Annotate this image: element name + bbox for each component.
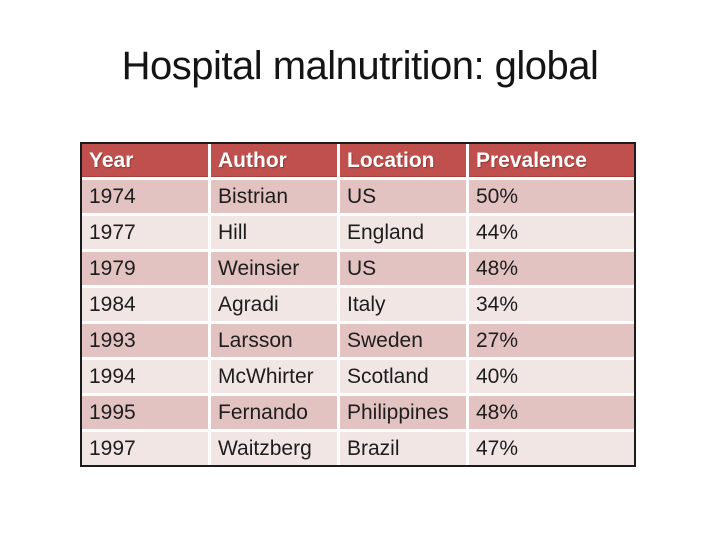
- table-cell-prevalence: 48%: [469, 396, 634, 429]
- table-cell-author: Weinsier: [211, 252, 337, 285]
- table-cell-year: 1984: [82, 288, 208, 321]
- column-header-prevalence: Prevalence: [469, 144, 634, 177]
- table-cell-author: McWhirter: [211, 360, 337, 393]
- table-cell-prevalence: 44%: [469, 216, 634, 249]
- table-cell-author: Bistrian: [211, 180, 337, 213]
- slide-title: Hospital malnutrition: global: [121, 44, 599, 88]
- table-cell-prevalence: 47%: [469, 432, 634, 465]
- table-cell-year: 1974: [82, 180, 208, 213]
- table-cell-prevalence: 48%: [469, 252, 634, 285]
- table-cell-author: Agradi: [211, 288, 337, 321]
- table-cell-year: 1979: [82, 252, 208, 285]
- table-cell-prevalence: 50%: [469, 180, 634, 213]
- table-cell-year: 1997: [82, 432, 208, 465]
- table-cell-prevalence: 27%: [469, 324, 634, 357]
- table-cell-year: 1993: [82, 324, 208, 357]
- table-cell-location: Italy: [340, 288, 466, 321]
- table-cell-author: Larsson: [211, 324, 337, 357]
- table-cell-location: Sweden: [340, 324, 466, 357]
- table-cell-location: US: [340, 252, 466, 285]
- table-cell-author: Hill: [211, 216, 337, 249]
- table-cell-location: Brazil: [340, 432, 466, 465]
- table-cell-year: 1995: [82, 396, 208, 429]
- table-cell-author: Fernando: [211, 396, 337, 429]
- table-cell-year: 1977: [82, 216, 208, 249]
- table-cell-location: England: [340, 216, 466, 249]
- column-header-location: Location: [340, 144, 466, 177]
- column-header-year: Year: [82, 144, 208, 177]
- table-cell-prevalence: 40%: [469, 360, 634, 393]
- table-cell-year: 1994: [82, 360, 208, 393]
- table-cell-prevalence: 34%: [469, 288, 634, 321]
- table-cell-location: Philippines: [340, 396, 466, 429]
- table-cell-location: US: [340, 180, 466, 213]
- table-cell-location: Scotland: [340, 360, 466, 393]
- prevalence-table: Year Author Location Prevalence 1974 Bistrian…: [80, 142, 636, 467]
- table-cell-author: Waitzberg: [211, 432, 337, 465]
- column-header-author: Author: [211, 144, 337, 177]
